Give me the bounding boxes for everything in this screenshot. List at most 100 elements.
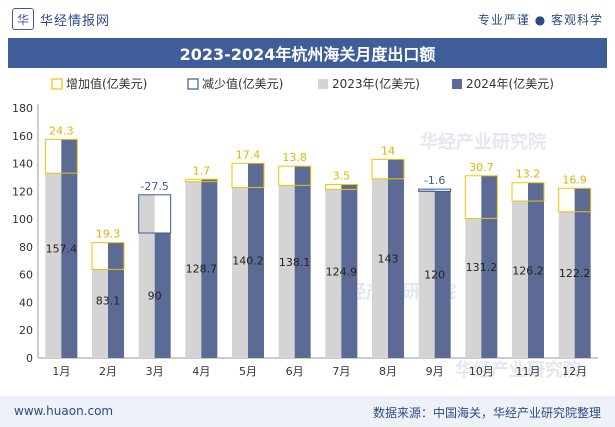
- change-label-5: 13.8: [282, 151, 307, 164]
- bar-2023-6: [325, 189, 342, 358]
- y-tick-label-7: 140: [12, 158, 33, 171]
- bar-2023-10: [512, 201, 528, 358]
- y-tick-label-8: 160: [12, 130, 33, 143]
- title-bar: 2023-2024年杭州海关月度出口额: [8, 38, 607, 68]
- value-label-2: 90: [148, 290, 162, 303]
- change-label-8: -1.6: [424, 174, 445, 187]
- y-tick-label-0: 0: [26, 352, 33, 365]
- value-label-10: 126.2: [512, 264, 544, 277]
- y-tick-label-3: 60: [19, 269, 33, 282]
- bar-2024-8: [434, 191, 451, 358]
- bar-2024-4: [248, 163, 264, 358]
- change-box-6: [324, 184, 358, 190]
- x-tick-label-4: 5月: [239, 365, 257, 378]
- bar-2023-2: [138, 194, 155, 358]
- change-box-4: [231, 162, 265, 188]
- change-label-9: 30.7: [469, 161, 494, 174]
- x-tick-label-5: 6月: [286, 365, 304, 378]
- chart-svg: 华经产业研究院华经产业研究院华经产业研究院 增加值(亿美元)减少值(亿美元)20…: [12, 76, 598, 381]
- x-tick-label-10: 11月: [516, 365, 541, 378]
- x-tick-label-2: 3月: [146, 365, 164, 378]
- legend-swatch-2: [318, 79, 328, 89]
- x-tick-label-1: 2月: [99, 365, 117, 378]
- x-tick-label-0: 1月: [52, 365, 70, 378]
- bar-2023-1: [92, 269, 108, 358]
- change-label-2: -27.5: [140, 180, 168, 193]
- footer-bar: www.huaon.com 数据来源：中国海关，华经产业研究院整理: [0, 396, 615, 427]
- change-label-0: 24.3: [49, 124, 74, 137]
- change-label-3: 1.7: [193, 164, 211, 177]
- bar-2023-7: [372, 178, 388, 358]
- change-box-3: [184, 178, 218, 183]
- y-tick-label-6: 120: [12, 185, 33, 198]
- brand-logo: 华 华经情报网: [12, 8, 110, 30]
- bar-2024-2: [154, 233, 171, 358]
- legend-swatch-3: [452, 79, 462, 89]
- value-label-4: 140.2: [232, 255, 264, 268]
- legend: 增加值(亿美元) 减少值(亿美元) 2023年(亿美元) 2024年(亿美元): [51, 76, 554, 91]
- y-tick-label-5: 100: [12, 213, 33, 226]
- x-tick-label-8: 9月: [426, 365, 444, 378]
- y-tick-label-1: 20: [19, 324, 33, 337]
- y-tick-label-9: 180: [12, 102, 33, 115]
- top-bar: 华 华经情报网 专业严谨 ● 客观科学: [0, 0, 615, 38]
- change-label-7: 14: [381, 144, 395, 157]
- change-box-0: [44, 138, 78, 174]
- change-label-4: 17.4: [236, 148, 261, 161]
- bar-2024-7: [388, 159, 404, 358]
- axes: 0 20 40 60 80 100 120 140 160 180 1月 2月 3月 4月 5月 6月 7月 8月…: [12, 102, 598, 378]
- change-box-11: [558, 187, 592, 213]
- watermark-2: 华经产业研究院: [455, 359, 581, 381]
- legend-label-0: 增加值(亿美元): [66, 76, 147, 91]
- bars: [44, 138, 592, 358]
- value-label-0: 157.4: [46, 243, 78, 256]
- value-label-5: 138.1: [279, 256, 311, 269]
- change-box-8: [418, 188, 452, 192]
- data-labels: 24.3 157.4 19.3 83.1 -27.5 90 1.7 128.7 17.4 140.…: [46, 124, 591, 307]
- value-label-7: 143: [378, 253, 399, 266]
- value-label-6: 124.9: [326, 265, 358, 278]
- bar-2024-3: [201, 179, 218, 358]
- legend-label-2: 2023年(亿美元): [332, 76, 420, 91]
- bar-2023-3: [185, 181, 202, 358]
- bar-2024-6: [341, 184, 358, 358]
- value-label-9: 131.2: [466, 261, 498, 274]
- bar-2023-8: [418, 189, 435, 358]
- value-label-3: 128.7: [186, 263, 218, 276]
- legend-label-3: 2024年(亿美元): [466, 76, 554, 91]
- change-box-7: [371, 158, 405, 180]
- legend-label-1: 减少值(亿美元): [202, 76, 283, 91]
- change-box-9: [464, 175, 498, 219]
- x-tick-label-7: 8月: [379, 365, 397, 378]
- y-tick-label-2: 40: [19, 296, 33, 309]
- footer-website: www.huaon.com: [14, 404, 114, 418]
- bar-2023-0: [45, 173, 62, 358]
- x-tick-label-6: 7月: [332, 365, 350, 378]
- change-box-10: [511, 182, 545, 202]
- watermark-0: 华经产业研究院: [420, 131, 546, 153]
- bar-2023-11: [558, 211, 575, 358]
- bar-2024-0: [61, 139, 78, 358]
- change-box-2: [138, 194, 172, 234]
- change-label-10: 13.2: [516, 168, 541, 181]
- brand-logo-icon: 华: [12, 8, 34, 30]
- bar-2023-9: [465, 218, 482, 358]
- value-label-1: 83.1: [96, 294, 121, 307]
- value-label-8: 120: [424, 269, 445, 282]
- bar-2024-5: [294, 166, 311, 358]
- logo-glyph: 华: [16, 12, 29, 27]
- change-label-6: 3.5: [333, 170, 351, 183]
- chart-title: 2023-2024年杭州海关月度出口额: [179, 45, 436, 64]
- footer-source: 数据来源：中国海关，华经产业研究院整理: [372, 406, 601, 420]
- tagline: 专业严谨 ● 客观科学: [477, 13, 603, 27]
- bar-2024-9: [481, 175, 498, 358]
- legend-swatch-1: [187, 78, 199, 90]
- x-tick-label-11: 12月: [562, 365, 587, 378]
- bar-2023-5: [278, 185, 295, 358]
- x-tick-label-9: 10月: [469, 365, 494, 378]
- legend-swatch-0: [51, 78, 63, 90]
- change-label-11: 16.9: [562, 173, 587, 186]
- y-tick-label-4: 80: [19, 241, 33, 254]
- bar-2024-1: [108, 242, 124, 358]
